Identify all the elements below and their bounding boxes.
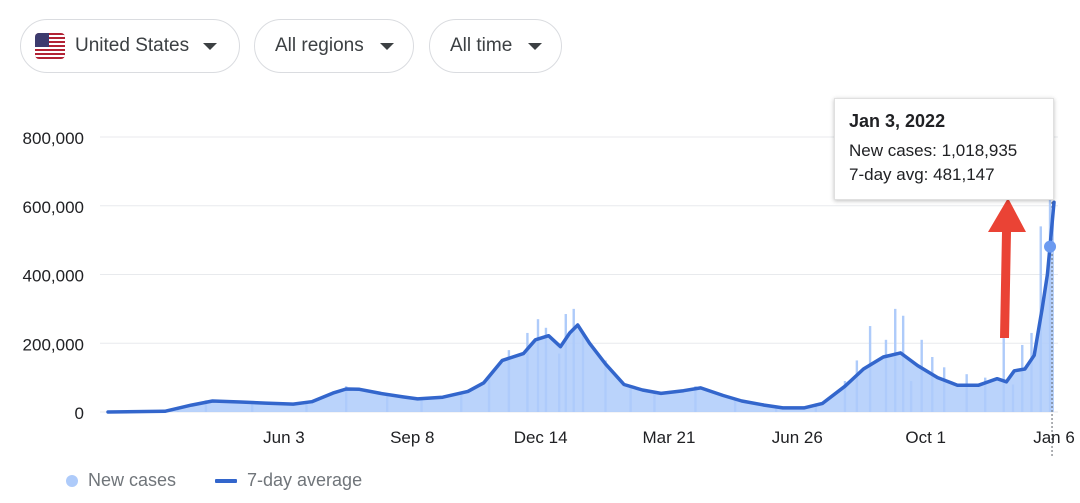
legend-dot-icon [66,474,78,487]
region-filter-button[interactable]: All regions [254,19,414,73]
new-cases-area [108,202,1054,412]
x-tick-label: Sep 8 [390,428,434,447]
red-arrow-annotation [988,198,1026,338]
tooltip-new-cases-value: 1,018,935 [941,141,1018,160]
tooltip-new-cases: New cases: 1,018,935 [849,139,1039,163]
y-tick-label: 400,000 [23,267,84,286]
time-filter-label: All time [450,35,513,56]
legend-new-cases[interactable]: New cases [66,470,176,491]
time-filter-button[interactable]: All time [429,19,562,73]
tooltip-avg-label: 7-day avg: [849,165,929,184]
region-filter-label: All regions [275,35,364,56]
legend-avg-label: 7-day average [247,470,363,490]
y-tick-label: 0 [75,404,84,423]
hover-tooltip: Jan 3, 2022 New cases: 1,018,935 7-day a… [834,98,1054,200]
new-cases-bar [1002,338,1005,412]
y-tick-label: 200,000 [23,335,84,354]
chevron-down-icon [379,42,394,50]
legend-line-icon [215,478,237,483]
y-tick-label: 600,000 [23,198,84,217]
country-filter-label: United States [75,35,190,56]
chevron-down-icon [203,42,218,50]
x-tick-label: Dec 14 [514,428,568,447]
x-axis-labels: Jun 3 Sep 8 Dec 14 Mar 21 Jun 26 Oct 1 Jan 6 [263,428,1075,447]
x-tick-label: Jun 26 [772,428,823,447]
us-flag-icon [35,33,65,59]
tooltip-new-cases-label: New cases: [849,141,937,160]
highlight-point [1044,240,1057,253]
tooltip-avg: 7-day avg: 481,147 [849,163,1039,187]
chevron-down-icon [528,42,543,50]
x-tick-label: Mar 21 [643,428,696,447]
x-tick-label: Jan 6 [1033,428,1075,447]
y-tick-label: 800,000 [23,129,84,148]
x-tick-label: Jun 3 [263,428,305,447]
seven-day-average-line [106,200,1056,414]
y-axis-labels: 0 200,000 400,000 600,000 800,000 [23,129,84,423]
x-tick-label: Oct 1 [905,428,946,447]
country-filter-button[interactable]: United States [20,19,240,73]
legend-seven-day-average[interactable]: 7-day average [215,470,362,491]
tooltip-avg-value: 481,147 [933,165,995,184]
tooltip-date: Jan 3, 2022 [849,111,946,131]
legend-new-cases-label: New cases [88,470,177,490]
